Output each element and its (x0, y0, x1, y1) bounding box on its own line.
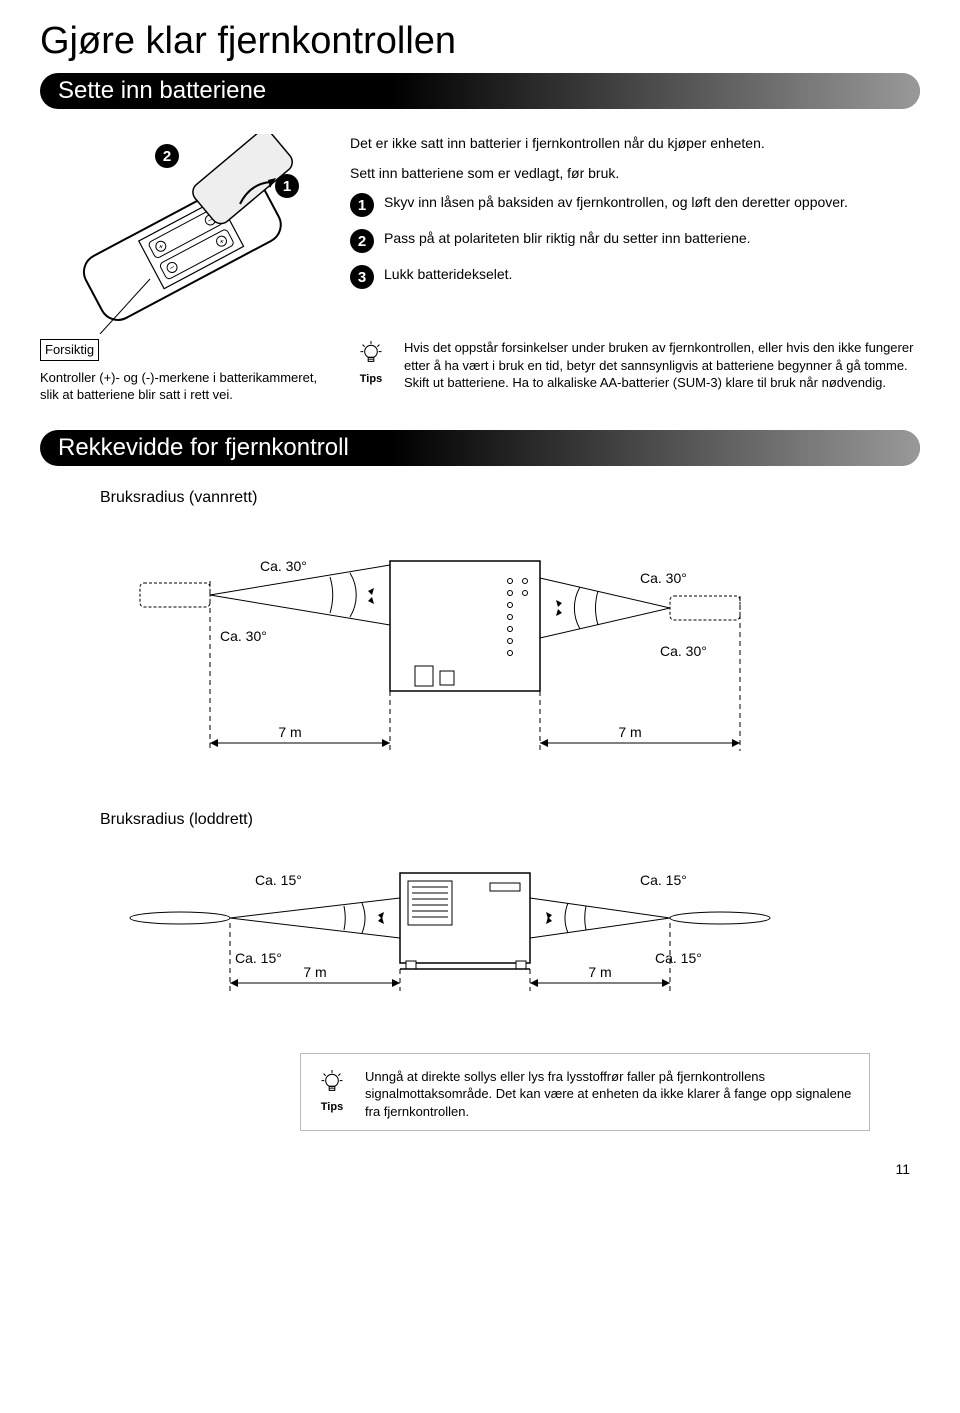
caution-text: Kontroller (+)- og (-)-merkene i batteri… (40, 369, 320, 404)
tip-label: Tips (350, 372, 392, 387)
step-badge-2: 2 (155, 144, 179, 168)
page-title: Gjøre klar fjernkontrollen (40, 20, 920, 63)
h-angle-br: Ca. 30° (660, 643, 707, 659)
v-angle-bl: Ca. 15° (235, 950, 282, 966)
vertical-diagram: Ca. 15° Ca. 15° Ca. 15° Ca. 15° 7 m 7 m (100, 843, 800, 1023)
intro-line-2: Sett inn batteriene som er vedlagt, før … (350, 164, 848, 184)
tip-text: Hvis det oppstår forsinkelser under bruk… (404, 339, 920, 392)
lightbulb-icon (318, 1068, 346, 1096)
section-header-range-text: Rekkevidde for fjernkontroll (58, 434, 349, 461)
section-header-range: Rekkevidde for fjernkontroll (40, 430, 920, 466)
h-dist-l: 7 m (278, 724, 301, 740)
vertical-title: Bruksradius (loddrett) (100, 811, 920, 829)
v-angle-tl: Ca. 15° (255, 872, 302, 888)
step-badge-1: 1 (275, 174, 299, 198)
tip-box: Tips Unngå at direkte sollys eller lys f… (300, 1053, 870, 1132)
h-angle-tr: Ca. 30° (640, 570, 687, 586)
h-angle-tl: Ca. 30° (260, 558, 307, 574)
caution-label: Forsiktig (40, 339, 99, 361)
page-number: 11 (40, 1161, 920, 1177)
step-text-3: Lukk batteridekselet. (384, 265, 512, 285)
section-header-batteries: Sette inn batteriene (40, 73, 920, 109)
h-angle-bl: Ca. 30° (220, 628, 267, 644)
section-header-text: Sette inn batteriene (58, 77, 266, 104)
lightbulb-icon (357, 339, 385, 367)
step-text-1: Skyv inn låsen på baksiden av fjernkontr… (384, 193, 848, 213)
v-dist-l: 7 m (303, 964, 326, 980)
remote-illustration: + − − + (40, 134, 320, 334)
horizontal-title: Bruksradius (vannrett) (100, 489, 920, 507)
v-angle-br: Ca. 15° (655, 950, 702, 966)
tip-text-2: Unngå at direkte sollys eller lys fra ly… (365, 1068, 855, 1121)
remote-diagram: + − − + 2 1 (40, 134, 320, 339)
tip-label-2: Tips (311, 1100, 353, 1115)
intro-line-1: Det er ikke satt inn batterier i fjernko… (350, 134, 848, 154)
step-text-2: Pass på at polariteten blir riktig når d… (384, 229, 751, 249)
v-dist-r: 7 m (588, 964, 611, 980)
v-angle-tr: Ca. 15° (640, 872, 687, 888)
horizontal-diagram: Ca. 30° Ca. 30° Ca. 30° Ca. 30° 7 m 7 m (100, 521, 800, 781)
step-num-3: 3 (350, 265, 374, 289)
step-num-1: 1 (350, 193, 374, 217)
h-dist-r: 7 m (618, 724, 641, 740)
step-num-2: 2 (350, 229, 374, 253)
